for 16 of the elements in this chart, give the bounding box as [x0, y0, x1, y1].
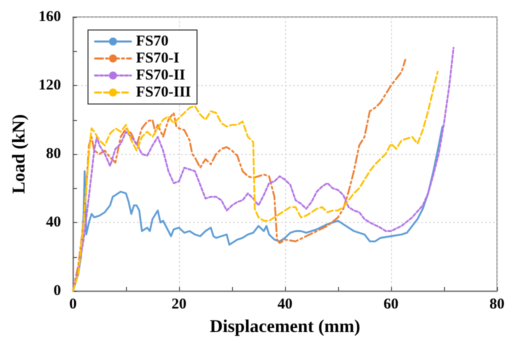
- y-axis-title: Load (kN): [8, 114, 29, 194]
- legend-label: FS70-I: [136, 50, 180, 66]
- legend-label: FS70: [136, 34, 169, 50]
- y-tick-label: 80: [46, 146, 61, 162]
- x-tick-label: 80: [490, 296, 504, 312]
- legend-label: FS70-III: [136, 84, 192, 100]
- x-tick-label: 20: [172, 296, 186, 312]
- y-tick-label: 0: [54, 283, 61, 299]
- y-tick-label: 160: [38, 9, 61, 25]
- x-tick-label: 40: [278, 296, 292, 312]
- legend-label: FS70-II: [136, 68, 186, 84]
- y-tick-label: 120: [38, 78, 61, 94]
- y-tick-label: 40: [46, 214, 61, 230]
- x-tick-label: 0: [69, 296, 77, 312]
- x-tick-label: 60: [384, 296, 398, 312]
- x-axis-title: Displacement (mm): [210, 316, 360, 336]
